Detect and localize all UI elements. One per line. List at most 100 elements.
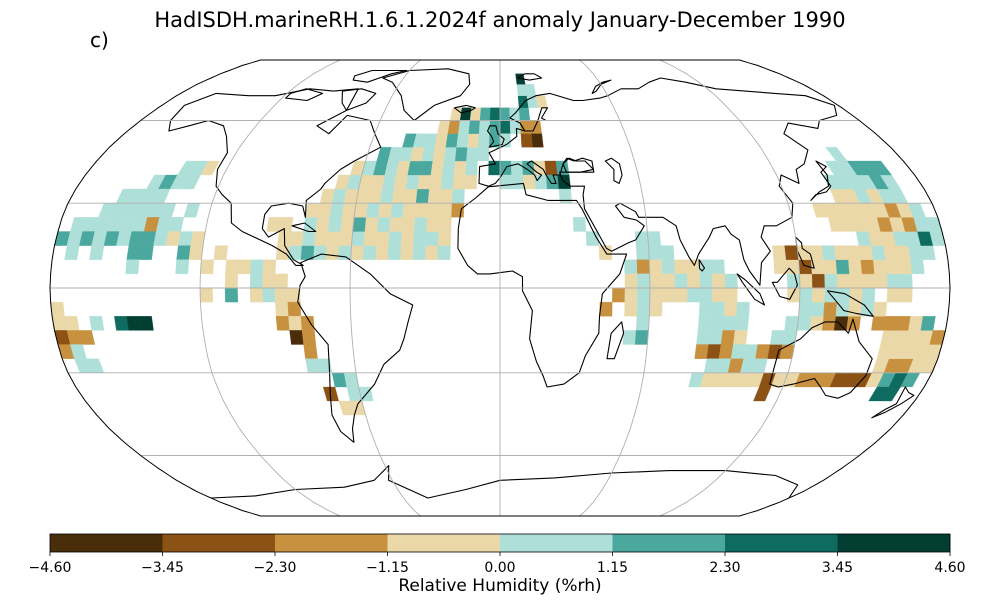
grid-cell bbox=[849, 273, 863, 289]
grid-cell bbox=[799, 273, 813, 289]
colorbar-tick-label: 2.30 bbox=[709, 560, 740, 576]
grid-cell bbox=[313, 245, 327, 260]
grid-cell bbox=[327, 217, 343, 232]
grid-cell bbox=[699, 287, 713, 303]
grid-cell bbox=[846, 245, 861, 260]
grid-cell bbox=[515, 73, 526, 85]
colorbar-bin bbox=[500, 534, 613, 552]
coastline-australia bbox=[769, 318, 873, 399]
grid-cell bbox=[649, 301, 663, 317]
grid-cell bbox=[458, 120, 471, 134]
grid-cell bbox=[387, 245, 402, 260]
grid-cell bbox=[535, 95, 548, 108]
grid-cell bbox=[301, 231, 316, 246]
grid-cell bbox=[874, 273, 888, 289]
grid-cell bbox=[459, 107, 472, 121]
coastline-caspian bbox=[604, 157, 623, 184]
grid-cell bbox=[89, 316, 105, 331]
colorbar-tick-label: −3.45 bbox=[141, 560, 184, 576]
grid-cell bbox=[443, 147, 457, 162]
grid-cell bbox=[895, 316, 911, 331]
grid-cell bbox=[468, 120, 481, 134]
grid-cell bbox=[531, 133, 544, 148]
grid-cell bbox=[722, 316, 737, 331]
grid-cell bbox=[873, 259, 888, 275]
grid-cell bbox=[529, 120, 542, 134]
grid-cell bbox=[698, 301, 713, 317]
grid-cell bbox=[278, 217, 294, 232]
grid-cell bbox=[824, 273, 838, 289]
grid-cell bbox=[520, 133, 533, 148]
grid-cell bbox=[823, 259, 838, 275]
grid-cell bbox=[421, 147, 436, 162]
grid-cell bbox=[871, 316, 886, 331]
grid-cell bbox=[407, 160, 422, 176]
grid-cell bbox=[798, 301, 813, 317]
grid-cell bbox=[464, 174, 478, 190]
grid-cell bbox=[734, 316, 750, 331]
grid-cell bbox=[517, 95, 529, 108]
grid-cell bbox=[367, 188, 383, 204]
grid-cell bbox=[338, 231, 353, 246]
colorbar-bin bbox=[837, 534, 951, 552]
coastline-cuba bbox=[291, 222, 317, 233]
grid-cell bbox=[419, 160, 433, 176]
grid-cell bbox=[466, 147, 479, 162]
grid-cell bbox=[796, 316, 812, 331]
grid-cell bbox=[879, 386, 901, 402]
grid-cell bbox=[445, 133, 459, 148]
grid-cell bbox=[711, 259, 725, 275]
chart-title: HadISDH.marineRH.1.6.1.2024f anomaly Jan… bbox=[154, 8, 846, 32]
grid-cell bbox=[350, 245, 365, 260]
coastline-novaya-zemlya bbox=[591, 79, 612, 94]
grid-cell bbox=[417, 174, 432, 190]
grid-cell bbox=[525, 84, 537, 96]
grid-cell bbox=[871, 245, 886, 260]
grid-cell bbox=[488, 160, 501, 176]
coastlines bbox=[168, 68, 915, 499]
grid-cell bbox=[723, 301, 738, 317]
grid-cell bbox=[139, 316, 154, 331]
grid-cell bbox=[176, 245, 191, 260]
grid-cell bbox=[522, 174, 536, 190]
coastline-new-zealand bbox=[871, 386, 915, 419]
coastline-africa bbox=[457, 182, 628, 388]
grid-cell bbox=[250, 259, 264, 275]
grid-cell bbox=[662, 273, 676, 289]
grid-cell bbox=[317, 203, 333, 218]
anomaly-grid-cells bbox=[50, 73, 946, 416]
grid-cell bbox=[810, 301, 825, 317]
coastline-black-sea bbox=[562, 157, 594, 173]
grid-cell bbox=[451, 188, 465, 204]
grid-cell bbox=[836, 273, 851, 289]
colorbar-bin bbox=[387, 534, 501, 552]
coastline-philippines bbox=[795, 236, 815, 269]
grid-cell bbox=[858, 245, 874, 260]
grid-cell bbox=[648, 245, 662, 260]
grid-cell bbox=[534, 174, 548, 190]
grid-cell bbox=[624, 301, 638, 317]
grid-cell bbox=[489, 107, 501, 121]
grid-cell bbox=[64, 245, 80, 260]
grid-cell bbox=[712, 287, 726, 303]
grid-cell bbox=[224, 287, 239, 303]
grid-cell bbox=[720, 330, 736, 345]
grid-cell bbox=[895, 245, 911, 260]
grid-cell bbox=[126, 316, 142, 331]
grid-cell bbox=[353, 203, 369, 218]
grid-cell bbox=[425, 231, 439, 246]
grid-cell bbox=[126, 245, 142, 260]
grid-cell bbox=[288, 245, 303, 260]
grid-cell bbox=[699, 273, 713, 289]
grid-cell bbox=[572, 217, 587, 232]
grid-cell bbox=[402, 203, 417, 218]
grid-cell bbox=[139, 245, 154, 260]
grid-cell bbox=[784, 316, 799, 331]
colorbar: −4.60 −3.45 −2.30 −1.15 0.00 1.15 2.30 3.45 4.60 bbox=[29, 533, 966, 576]
colorbar-tick-label: 4.60 bbox=[934, 560, 965, 576]
grid-cell bbox=[400, 245, 414, 260]
grid-cell bbox=[375, 245, 389, 260]
grid-cell bbox=[237, 259, 252, 275]
grid-cell bbox=[427, 188, 442, 204]
